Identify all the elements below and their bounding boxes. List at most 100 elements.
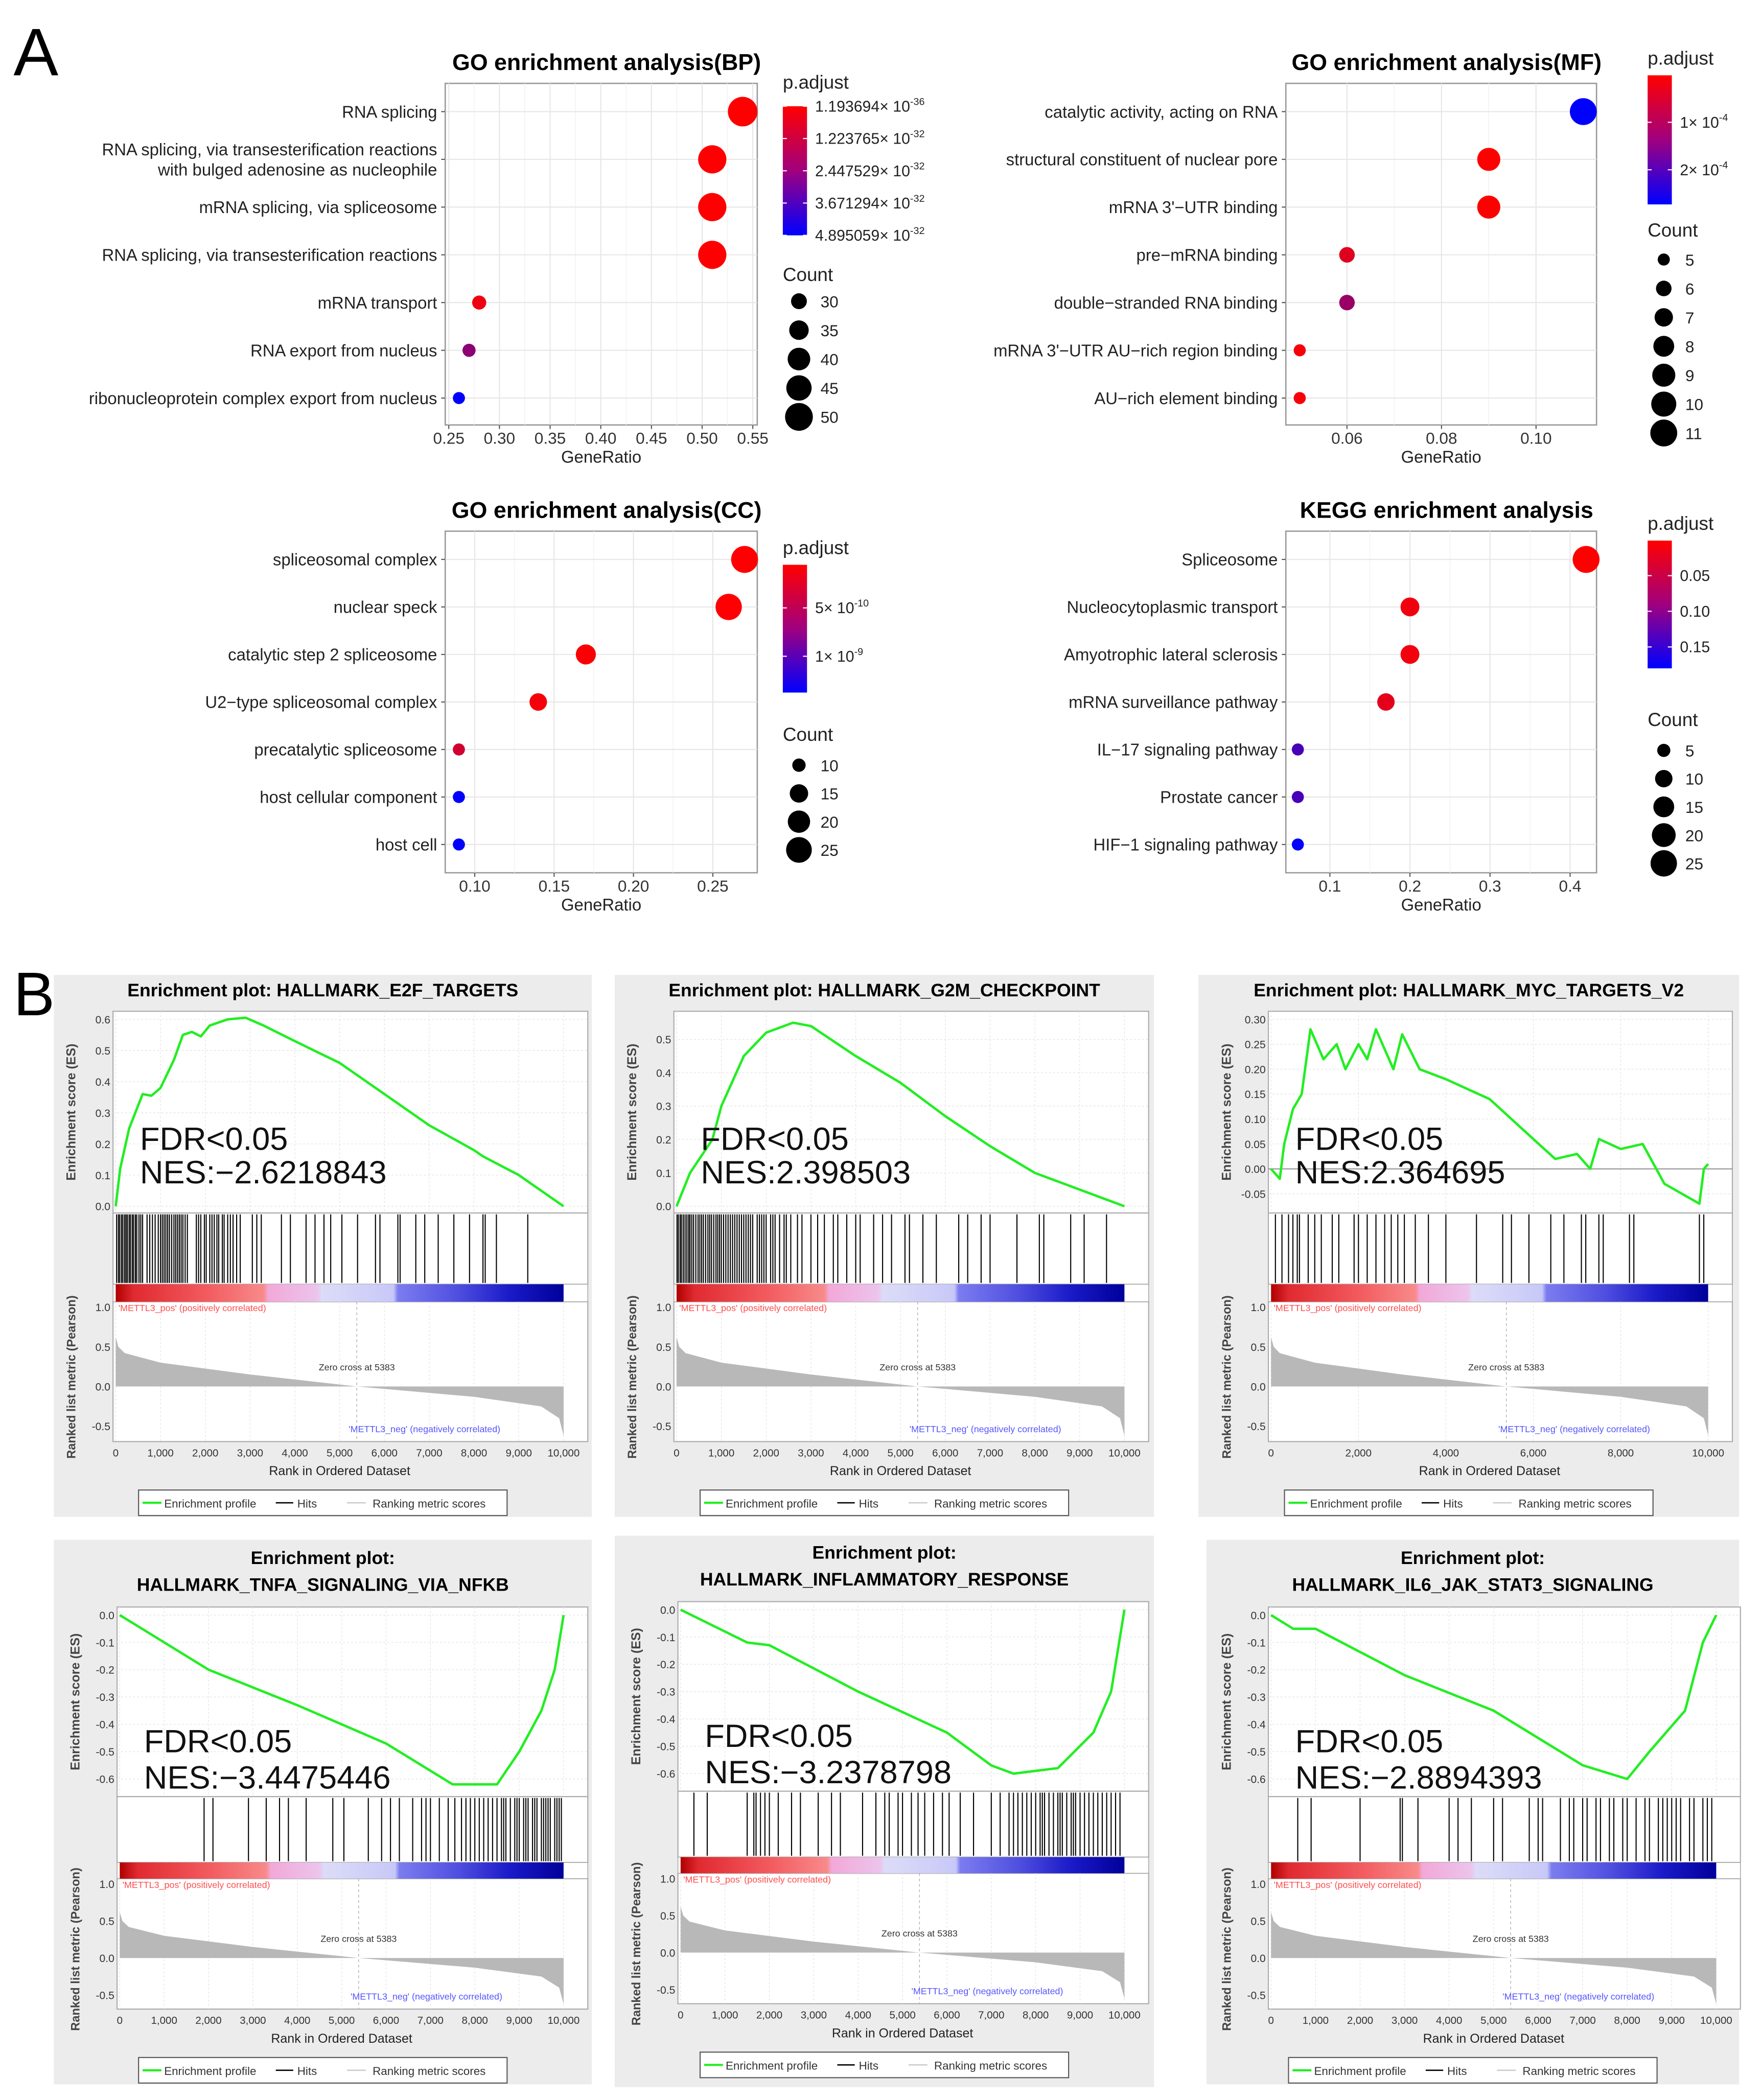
- term-label-line: mRNA transport: [318, 293, 437, 312]
- metric-y-tick-label: 1.0: [1250, 1302, 1265, 1314]
- x-tick-label: 0: [1268, 2015, 1274, 2026]
- colorbar-label: 2.447529× 10-32: [815, 161, 924, 180]
- legend-hits: Hits: [297, 2065, 317, 2078]
- x-tick-label: 8,000: [461, 1447, 487, 1459]
- color-legend-title: p.adjust: [1648, 48, 1713, 68]
- metric-y-tick-label: -0.5: [92, 1421, 110, 1433]
- colorbar-label: 3.671294× 10-32: [815, 193, 924, 212]
- legend-box: [138, 2057, 508, 2084]
- dot: [715, 594, 742, 620]
- metric-y-tick-label: 0.0: [100, 1953, 114, 1965]
- dot: [1400, 597, 1420, 617]
- y-tick-label: -0.3: [1247, 1692, 1265, 1704]
- hits-frame: [1267, 1796, 1741, 1863]
- y-tick-label: 0.4: [656, 1067, 671, 1079]
- plot-title: Enrichment plot:: [251, 1548, 395, 1568]
- size-legend-dot: [787, 810, 810, 833]
- colorbar-label: 2× 10-4: [1680, 160, 1728, 179]
- dot: [1572, 546, 1600, 573]
- plot-legend: Enrichment profile Hits Ranking metric sco…: [699, 2051, 1070, 2079]
- x-tick-label: 10,000: [1700, 2015, 1732, 2026]
- go-bp-dotplot: GO enrichment analysis(BP) 0.25 0.30 0.35 0.…: [89, 50, 925, 466]
- zero-cross-label: Zero cross at 5383: [1468, 1362, 1544, 1372]
- size-legend-label: 7: [1685, 309, 1695, 327]
- size-legend-label: 11: [1685, 424, 1702, 442]
- term-label: U2−type spliceosomal complex: [205, 693, 437, 712]
- ranking-metric-area: [115, 1337, 564, 1436]
- dot: [698, 241, 727, 269]
- y-tick-label: 0.4: [96, 1077, 111, 1088]
- size-legend-label: 35: [821, 321, 839, 340]
- chart-title: GO enrichment analysis(BP): [452, 50, 761, 75]
- size-legend-dot: [789, 320, 809, 340]
- term-label-line: host cellular component: [260, 788, 437, 807]
- ranked-list-colorbar: [676, 1284, 1125, 1302]
- x-tick-label: 5,000: [327, 1447, 353, 1459]
- term-label-line: HIF−1 signaling pathway: [1093, 835, 1278, 854]
- nes-annotation: NES:−2.6218843: [140, 1155, 387, 1191]
- dot: [1291, 743, 1304, 756]
- metric-y-tick-label: 0.0: [656, 1381, 671, 1393]
- metric-y-tick-label: 0.5: [100, 1916, 114, 1928]
- zero-cross-label: Zero cross at 5383: [882, 1928, 958, 1939]
- x-tick-label: 6,000: [372, 1447, 398, 1459]
- x-tick-label: 7,000: [978, 2010, 1004, 2021]
- x-tick-label: 4,000: [843, 1447, 869, 1459]
- x-tick-label: 5,000: [889, 2010, 915, 2021]
- x-tick-label: 3,000: [1392, 2015, 1418, 2026]
- term-label: spliceosomal complex: [273, 550, 437, 569]
- x-tick-label: 0.50: [686, 429, 717, 448]
- zero-cross-label: Zero cross at 5383: [320, 1933, 397, 1944]
- x-tick-label: 10,000: [547, 2015, 579, 2026]
- y-tick-label: -0.5: [657, 1741, 675, 1753]
- x-tick-label: 8,000: [1022, 1447, 1048, 1459]
- dot: [1293, 392, 1306, 404]
- dot: [453, 791, 465, 803]
- colorbar-label: 1.193694× 10-36: [815, 96, 924, 115]
- ranking-metric-area: [676, 1337, 1125, 1436]
- colorbar-label-exponent: -4: [1719, 160, 1728, 171]
- size-legend-dot: [791, 293, 807, 310]
- dot: [575, 644, 596, 665]
- x-axis-label: GeneRatio: [561, 447, 641, 466]
- x-tick-label: 8,000: [1608, 1447, 1634, 1459]
- size-legend-dot: [1653, 336, 1675, 357]
- ranked-list-colorbar: [1271, 1862, 1717, 1879]
- colorbar-label-mantissa: 0.10: [1680, 603, 1710, 620]
- x-tick-label: 3,000: [798, 1447, 824, 1459]
- x-axis-label: Rank in Ordered Dataset: [269, 1464, 410, 1478]
- x-axis-label: GeneRatio: [561, 895, 641, 914]
- x-tick-label: 0.3: [1479, 877, 1501, 895]
- size-legend-dot: [1655, 769, 1673, 787]
- x-tick-label: 1,000: [147, 1447, 173, 1459]
- x-tick-label: 8,000: [1614, 2015, 1640, 2026]
- size-legend-dot: [1654, 308, 1673, 327]
- dot: [462, 343, 476, 357]
- term-label: IL−17 signaling pathway: [1097, 740, 1278, 759]
- dot: [1293, 344, 1306, 357]
- term-label-line: Amyotrophic lateral sclerosis: [1064, 645, 1278, 664]
- size-legend-label: 30: [821, 292, 839, 311]
- x-tick-label: 5,000: [887, 1447, 913, 1459]
- y-tick-label: -0.5: [1247, 1746, 1265, 1758]
- metric-y-tick-label: -0.5: [653, 1421, 671, 1433]
- x-axis-label: GeneRatio: [1401, 447, 1481, 466]
- zero-cross-label: Zero cross at 5383: [319, 1362, 395, 1372]
- fdr-annotation: FDR<0.05: [140, 1121, 288, 1157]
- metric-y-tick-label: -0.5: [657, 1985, 675, 1996]
- x-tick-label: 9,000: [506, 2015, 532, 2026]
- x-axis-label: Rank in Ordered Dataset: [1423, 2032, 1565, 2046]
- size-legend-label: 20: [821, 813, 839, 831]
- x-tick-label: 8,000: [461, 2015, 488, 2026]
- x-tick-label: 0.25: [433, 429, 464, 448]
- metric-y-axis-label: Ranked list metric (Pearson): [626, 1295, 639, 1459]
- nes-annotation: NES:−2.8894393: [1295, 1760, 1542, 1795]
- legend-enrichment-profile: Enrichment profile: [1314, 2065, 1406, 2078]
- dot: [1339, 247, 1355, 263]
- y-tick-label: 0.10: [1245, 1114, 1266, 1126]
- ranked-list-colorbar: [120, 1862, 564, 1879]
- y-tick-label: 0.3: [96, 1108, 110, 1119]
- metric-y-tick-label: 0.0: [660, 1947, 675, 1959]
- term-label-line: ribonucleoprotein complex export from nu…: [89, 389, 437, 408]
